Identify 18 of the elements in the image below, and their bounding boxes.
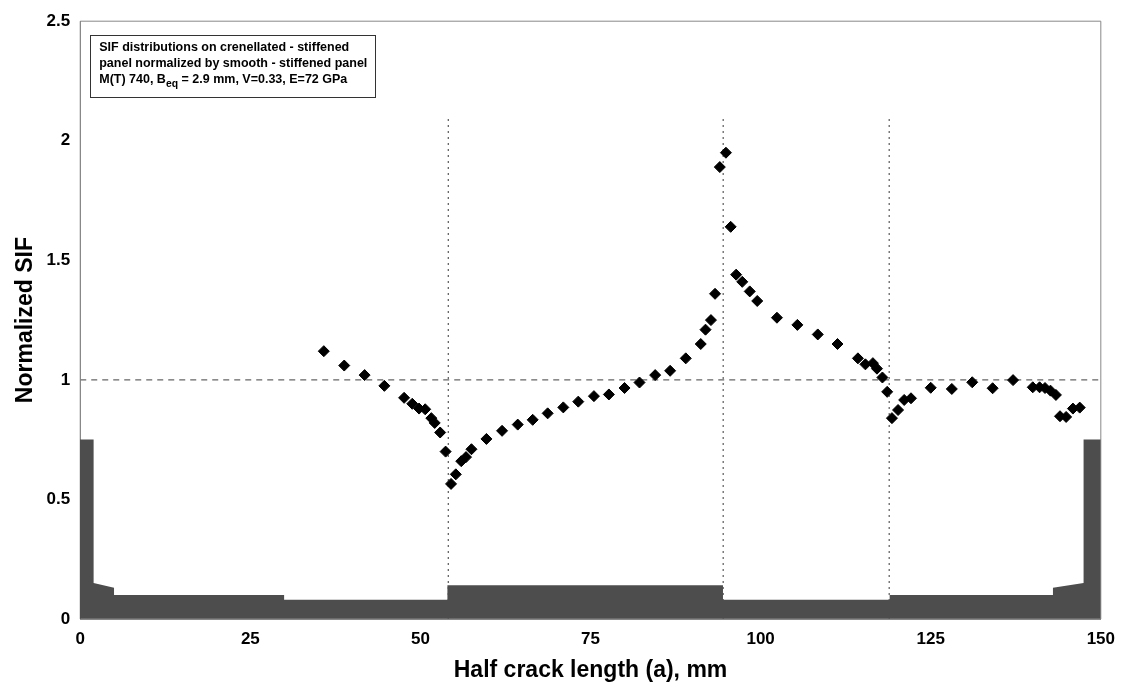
y-tick-label: 1 (60, 369, 71, 389)
x-tick-label: 25 (240, 628, 260, 648)
x-tick-label: 150 (1086, 628, 1116, 648)
x-tick-label: 125 (916, 628, 945, 648)
annotation: panel normalized by smooth - stiffened panel (99, 55, 368, 72)
y-tick-label: 2 (60, 130, 71, 150)
y-tick-label: 2.5 (46, 10, 71, 30)
x-axis-title: Half crack length (a), mm (453, 655, 728, 682)
y-tick-label: 0.5 (46, 489, 71, 509)
y-axis-title: Normalized SIF (11, 237, 38, 404)
annotation: SIF distributions on crenellated - stiffened (99, 39, 351, 56)
x-tick-label: 50 (410, 628, 430, 648)
x-tick-label: 100 (746, 628, 775, 648)
x-tick-label: 75 (581, 628, 600, 648)
x-tick-label: 0 (75, 628, 85, 648)
y-tick-label: 1.5 (46, 250, 71, 270)
annotation: M(T) 740, B$_{eq}$ = 2.9 mm, V=0.33, E=72 GPa (99, 71, 349, 91)
y-tick-label: 0 (60, 608, 71, 628)
